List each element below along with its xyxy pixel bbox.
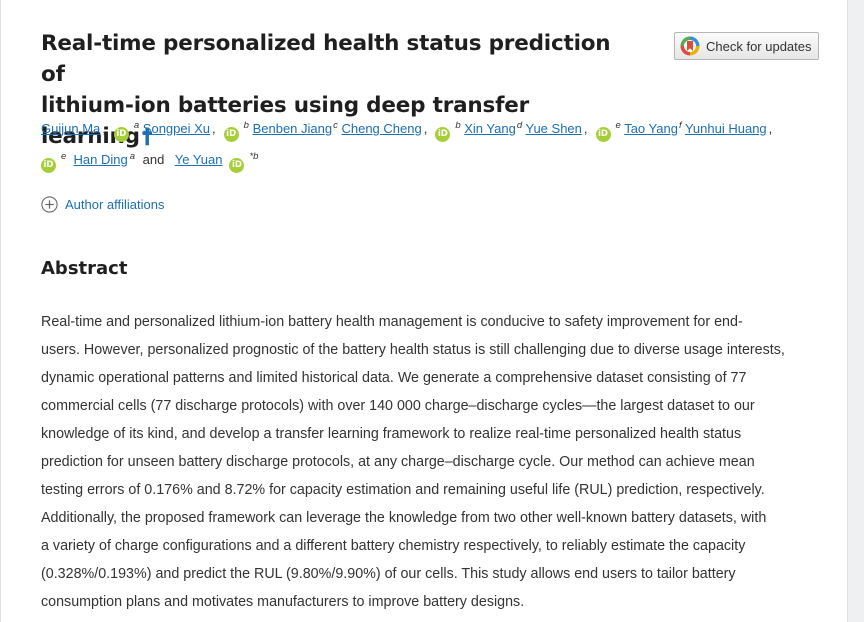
affiliation-sup: a [133,120,140,131]
author-item: Songpei Xu, iDb [142,120,249,142]
orcid-icon[interactable]: iD [223,127,239,142]
abstract-line: users. However, personalized prognostic … [41,342,785,358]
title-line-1: Real-time personalized health status pre… [41,31,611,87]
abstract-line: (0.328%/0.193%) and predict the RUL (9.8… [41,566,736,582]
author-item: Guijun Ma, iDa [41,120,140,142]
title-footnote-mark[interactable]: † [141,124,153,149]
affiliation-sup: *b [249,151,259,162]
author-item: iD e Han Ding a [41,151,136,173]
author-name-link[interactable]: Xin Yang [464,121,516,136]
author-name-link[interactable]: Han Ding [73,152,128,167]
and-conjunction: and [142,152,165,167]
author-affiliations-label: Author affiliations [65,196,165,212]
affiliation-sup: e [615,120,621,131]
affiliation-sup: e [61,151,67,162]
abstract-line: commercial cells (77 discharge protocols… [41,398,755,414]
abstract-text: Real-time and personalized lithium-ion b… [41,308,831,616]
plus-circle-icon [41,195,58,213]
abstract-heading: Abstract [41,258,128,279]
orcid-icon[interactable]: iD [229,158,245,173]
abstract-line: consumption plans and motivates manufact… [41,594,525,610]
orcid-icon[interactable]: iD [595,127,611,142]
author-name-link[interactable]: Yue Shen [525,121,582,136]
author-list: Guijun Ma, iDa Songpei Xu, iDb Benben Jian… [41,112,831,174]
author-item: Xin Yangd [464,120,523,136]
author-affiliations-toggle[interactable]: Author affiliations [41,194,165,214]
affiliation-sup: d [516,120,523,131]
author-item: Benben Jiangc [252,120,338,136]
author-name-link[interactable]: Cheng Cheng [341,121,422,136]
author-item: Cheng Cheng, iDb [341,120,461,142]
abstract-line: Additionally, the proposed framework can… [41,510,767,526]
author-item: Tao Yangf [624,120,682,136]
abstract-line: dynamic operational patterns and limited… [41,370,747,386]
author-item: Yue Shen, iDe [525,120,621,142]
affiliation-sup: b [455,120,461,131]
author-name-link[interactable]: Benben Jiang [252,121,333,136]
author-item: Yunhui Huang, [684,121,773,136]
affiliation-sup: b [243,120,249,131]
author-item: Ye Yuan iD *b [174,151,259,173]
author-name-link[interactable]: Songpei Xu [142,121,211,136]
author-name-link[interactable]: Yunhui Huang [684,121,767,136]
orcid-icon[interactable]: iD [41,158,56,173]
author-name-link[interactable]: Tao Yang [624,121,678,136]
abstract-line: Real-time and personalized lithium-ion b… [41,314,743,330]
check-for-updates-button[interactable]: Check for updates [674,32,819,60]
abstract-line: prediction for unseen battery discharge … [41,454,755,470]
author-name-link[interactable]: Guijun Ma [41,121,101,136]
crossmark-icon [680,36,700,56]
affiliation-sup: c [333,120,338,131]
orcid-icon[interactable]: iD [435,127,451,142]
abstract-line: a variety of charge configurations and a… [41,538,746,554]
affiliation-sup: f [678,120,682,131]
orcid-icon[interactable]: iD [113,127,129,142]
affiliation-sup: a [129,151,136,162]
abstract-line: testing errors of 0.176% and 8.72% for c… [41,482,765,498]
author-name-link[interactable]: Ye Yuan [174,152,223,167]
abstract-line: knowledge of its kind, and develop a tra… [41,426,742,442]
check-for-updates-label: Check for updates [706,38,812,54]
